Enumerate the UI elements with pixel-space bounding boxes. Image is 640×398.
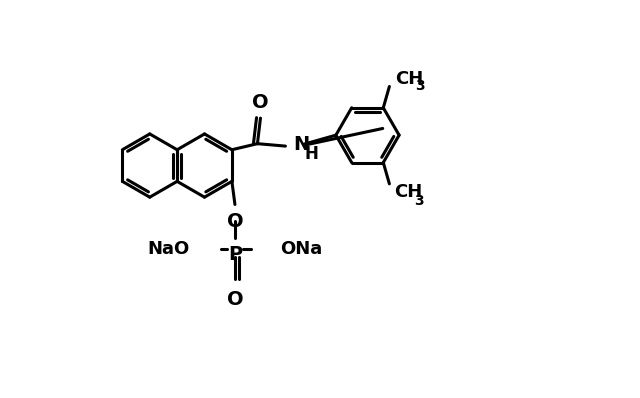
Text: NaO: NaO	[147, 240, 189, 258]
Text: CH: CH	[396, 70, 424, 88]
Text: P: P	[228, 245, 242, 264]
Text: CH: CH	[394, 183, 422, 201]
Text: 3: 3	[413, 194, 423, 208]
Text: 3: 3	[415, 80, 424, 94]
Text: N: N	[293, 135, 310, 154]
Text: O: O	[227, 213, 243, 231]
Text: O: O	[227, 290, 243, 309]
Text: ONa: ONa	[280, 240, 323, 258]
Text: O: O	[252, 93, 269, 112]
Text: H: H	[304, 145, 318, 163]
